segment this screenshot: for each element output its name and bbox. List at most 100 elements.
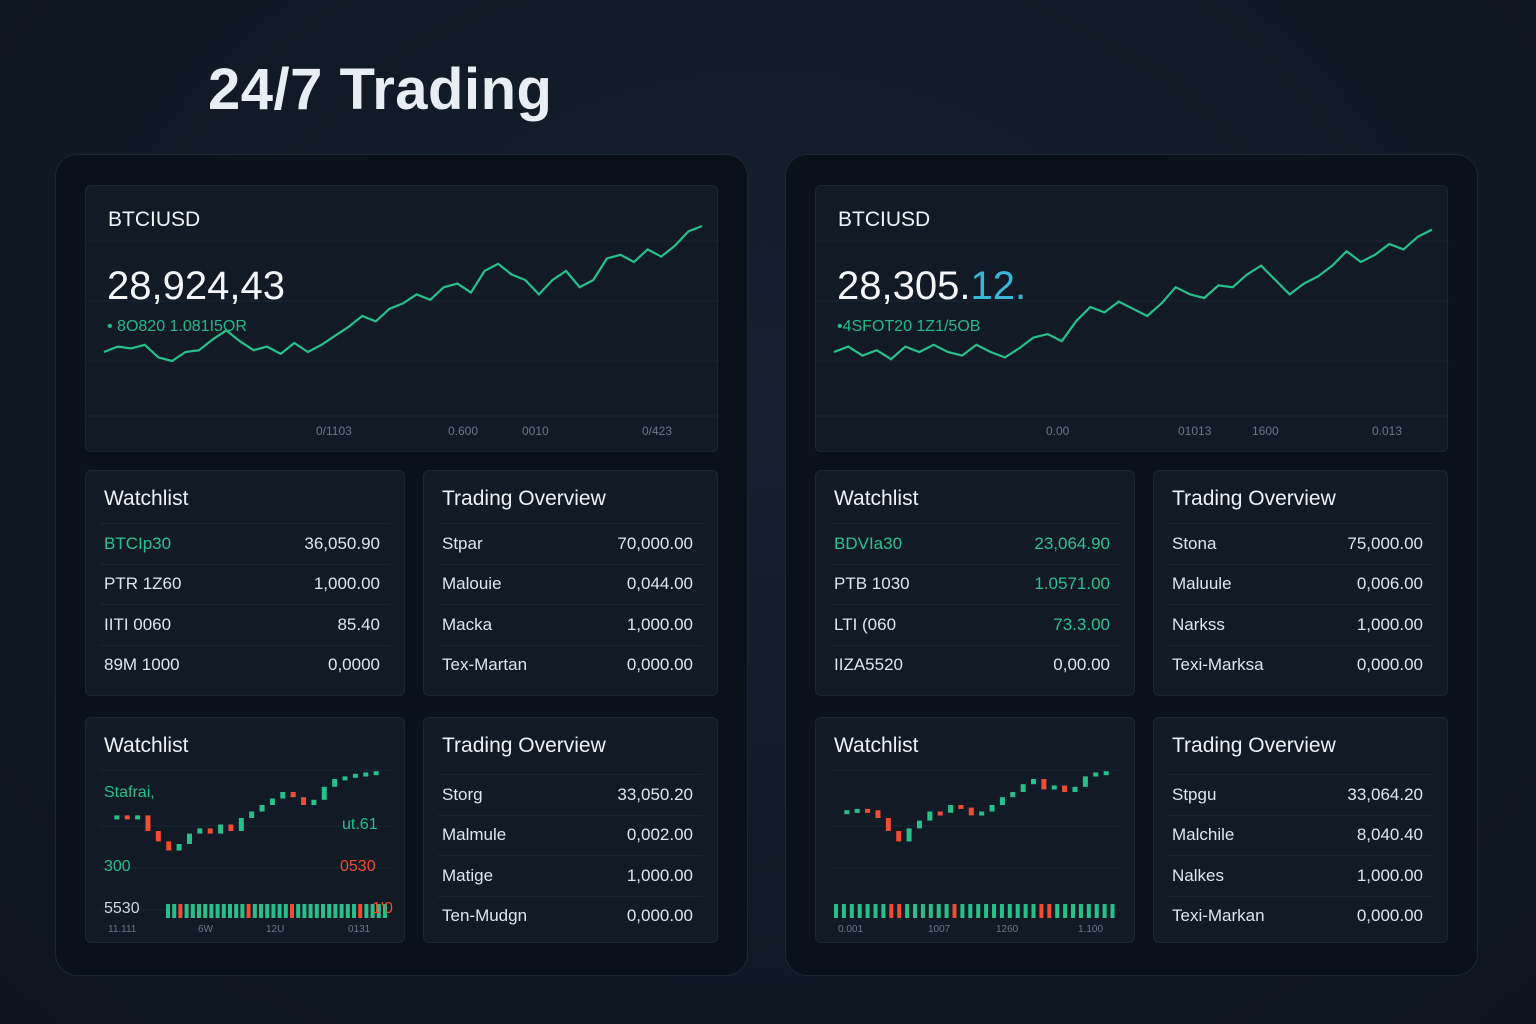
volume-bar xyxy=(928,904,933,918)
row-label: PTB 1030 xyxy=(834,574,910,594)
row-value: 0,002.00 xyxy=(626,825,693,845)
row-label: Tex-Martan xyxy=(442,655,528,675)
row-label: Matige xyxy=(442,865,494,885)
overview-title: Trading Overview xyxy=(442,734,606,757)
row-value: 0,006.00 xyxy=(1356,574,1423,594)
volume-bar xyxy=(849,904,854,918)
overview-row[interactable]: Stpar 70,000.00 xyxy=(438,523,703,564)
volume-bar xyxy=(296,904,301,918)
overview-row[interactable]: Malouie 0,044.00 xyxy=(438,563,703,605)
candle xyxy=(906,828,912,842)
overview-row[interactable]: Texi-Marksa 0,000.00 xyxy=(1168,644,1433,686)
overview-title: Trading Overview xyxy=(1172,734,1336,757)
x-tick-label: 0/1103 xyxy=(316,424,352,438)
rows: Stpgu 33,064.20 Malchile 8,040.40 Nalkes 1,00… xyxy=(1168,774,1433,936)
candle xyxy=(916,820,922,829)
candle xyxy=(999,797,1005,805)
volume-bar xyxy=(1031,904,1036,918)
overview-row[interactable]: Ten-Mudgn 0,000.00 xyxy=(438,895,703,937)
row-label: IIZA5520 xyxy=(834,655,903,675)
candle xyxy=(218,824,224,834)
volume-bar xyxy=(321,904,325,918)
volume-bar xyxy=(358,904,363,918)
candle-label: Stafrai, xyxy=(104,784,155,801)
overview-row[interactable]: Matige 1,000.00 xyxy=(438,855,703,896)
volume-bar xyxy=(952,904,957,918)
row-value: 33,050.20 xyxy=(617,784,693,804)
candle-label: ut.61 xyxy=(342,816,378,833)
watchlist-card: Watchlist BTCIp30 36,050.90 PTR 1Z60 1,000.0… xyxy=(85,470,405,696)
overview-row[interactable]: Storg 33,050.20 xyxy=(438,774,703,815)
row-value: 1,000.00 xyxy=(313,574,380,594)
volume-bar xyxy=(252,904,257,918)
watchlist-row[interactable]: BTCIp30 36,050.90 xyxy=(100,523,390,564)
candle xyxy=(259,805,265,812)
rows: Stona 75,000.00 Maluule 0,006.00 Narkss 1,000… xyxy=(1168,523,1433,685)
volume-bar xyxy=(984,904,989,918)
x-tick-label: 0.00 xyxy=(1046,424,1070,438)
candle xyxy=(114,815,120,820)
watchlist-row[interactable]: PTB 1030 1.0571.00 xyxy=(830,563,1120,605)
price-line xyxy=(103,224,703,363)
candle xyxy=(238,818,244,831)
volume-bar xyxy=(999,904,1004,918)
volume-bar xyxy=(881,904,886,918)
watchlist-row[interactable]: IITI 0060 85.40 xyxy=(100,604,390,645)
candle xyxy=(207,828,213,834)
volume-bar xyxy=(246,904,251,918)
candle xyxy=(373,771,379,776)
overview-row[interactable]: Narkss 1,000.00 xyxy=(1168,604,1433,645)
rows: Storg 33,050.20 Malmule 0,002.00 Matige 1,000… xyxy=(438,774,703,936)
overview-title: Trading Overview xyxy=(1172,487,1336,510)
volume-bar xyxy=(339,904,344,918)
overview-row[interactable]: Nalkes 1,000.00 xyxy=(1168,855,1433,896)
volume-bar xyxy=(345,904,350,918)
overview-row[interactable]: Stona 75,000.00 xyxy=(1168,523,1433,564)
price-value: 28,924,43 xyxy=(107,264,285,309)
volume-bar xyxy=(197,904,201,918)
volume-bar xyxy=(383,904,387,918)
candle xyxy=(948,805,954,813)
candle xyxy=(145,815,151,831)
volume-bar xyxy=(271,904,276,918)
candle-chart-card: Watchlist 0.001 1007 1260 1.100 xyxy=(815,717,1135,943)
volume-bar xyxy=(209,904,214,918)
overview-row[interactable]: Texi-Markan 0,000.00 xyxy=(1168,895,1433,937)
watchlist-row[interactable]: LTI (060 73.3.00 xyxy=(830,604,1120,645)
volume-bar xyxy=(277,904,282,918)
watchlist-row[interactable]: BDVIa30 23,064.90 xyxy=(830,523,1120,564)
overview-row[interactable]: Malchile 8,040.40 xyxy=(1168,814,1433,856)
overview-row[interactable]: Maluule 0,006.00 xyxy=(1168,563,1433,605)
price-chart-card: BTCIUSD 28,924,43 • 8O820 1.081I5OR 0/1103 0… xyxy=(85,185,719,452)
candle xyxy=(968,807,974,816)
watchlist-row[interactable]: PTR 1Z60 1,000.00 xyxy=(100,563,390,605)
candle xyxy=(342,776,348,781)
row-value: 75,000.00 xyxy=(1347,533,1423,553)
row-value: 8,040.40 xyxy=(1356,825,1423,845)
volume-bar xyxy=(841,904,846,918)
volume-bar xyxy=(308,904,313,918)
candle-label: 1'0 xyxy=(372,900,393,917)
candle xyxy=(927,811,933,821)
volume-bar xyxy=(1047,904,1052,918)
price-accent: 12. xyxy=(970,264,1027,308)
row-label: 89M 1000 xyxy=(104,655,180,675)
volume-bar xyxy=(968,904,973,918)
candle xyxy=(1062,785,1068,792)
row-value: 1,000.00 xyxy=(1356,614,1423,634)
overview-row[interactable]: Stpgu 33,064.20 xyxy=(1168,774,1433,815)
overview-row[interactable]: Macka 1,000.00 xyxy=(438,604,703,645)
row-value: 33,064.20 xyxy=(1347,784,1423,804)
volume-bar xyxy=(992,904,996,918)
volume-bar xyxy=(897,904,902,918)
volume-bar xyxy=(1063,904,1068,918)
watchlist-row[interactable]: IIZA5520 0,00.00 xyxy=(830,644,1120,686)
volume-bar xyxy=(944,904,949,918)
volume-bar xyxy=(203,904,208,918)
row-value: 0,00.00 xyxy=(1053,655,1110,675)
volume-bar xyxy=(1039,904,1044,918)
overview-row[interactable]: Tex-Martan 0,000.00 xyxy=(438,644,703,686)
watchlist-row[interactable]: 89M 1000 0,0000 xyxy=(100,644,390,686)
row-value: 0,000.00 xyxy=(626,655,693,675)
overview-row[interactable]: Malmule 0,002.00 xyxy=(438,814,703,856)
